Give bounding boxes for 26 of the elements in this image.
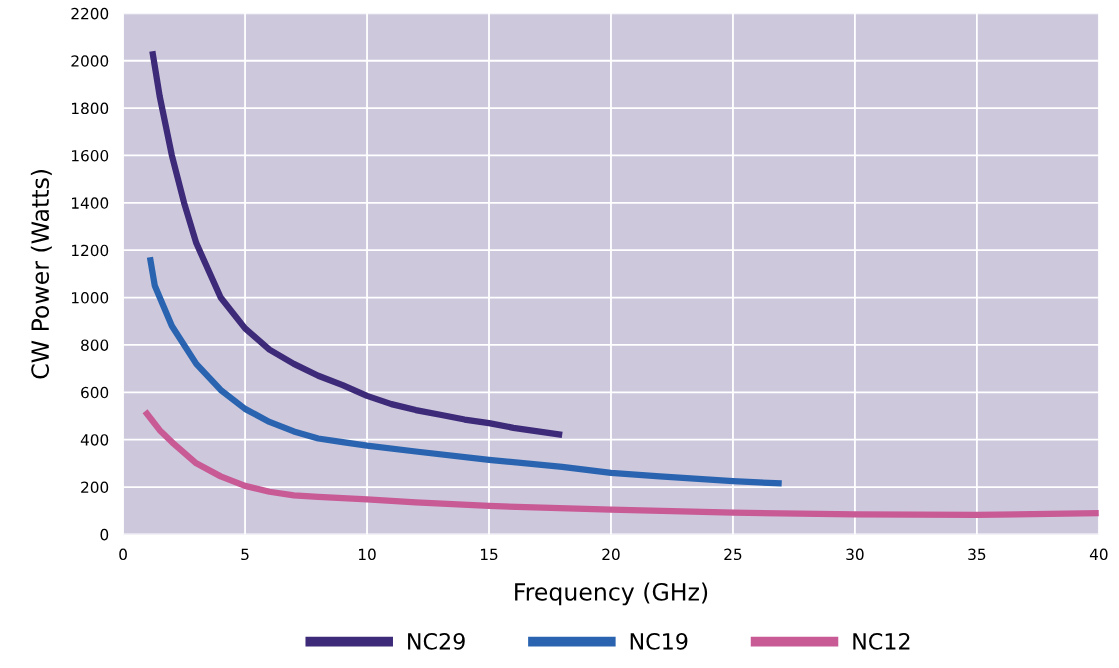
x-tick-label: 25 xyxy=(724,548,742,561)
y-tick-label: 1600 xyxy=(72,149,109,162)
y-tick-label: 200 xyxy=(81,481,109,494)
y-tick-label: 800 xyxy=(81,339,109,351)
y-tick-label: 1000 xyxy=(72,292,109,304)
y-tick-label: 2200 xyxy=(71,7,109,20)
x-tick-label: 30 xyxy=(846,548,864,561)
x-tick-label: 15 xyxy=(480,548,498,561)
y-tick-label: 1200 xyxy=(72,244,109,257)
y-tick-label: 1800 xyxy=(72,102,109,115)
y-axis-title: CW Power (Watts) xyxy=(30,170,52,379)
legend-label: NC29 xyxy=(408,632,465,650)
y-tick-label: 400 xyxy=(80,434,109,446)
x-tick-label: 5 xyxy=(241,548,249,561)
x-tick-label: 0 xyxy=(119,548,127,561)
y-tick-label: 1400 xyxy=(72,197,109,209)
x-tick-label: 40 xyxy=(1089,548,1108,561)
y-tick-label: 0 xyxy=(100,528,109,541)
x-tick-label: 35 xyxy=(968,548,986,561)
x-tick-label: 10 xyxy=(358,548,376,561)
y-tick-label: 2000 xyxy=(71,55,109,67)
x-tick-label: 20 xyxy=(602,548,620,561)
legend-label: NC12 xyxy=(853,632,910,650)
legend-label: NC19 xyxy=(630,632,688,650)
x-axis-title: Frequency (GHz) xyxy=(515,582,708,606)
y-tick-label: 600 xyxy=(81,386,109,399)
